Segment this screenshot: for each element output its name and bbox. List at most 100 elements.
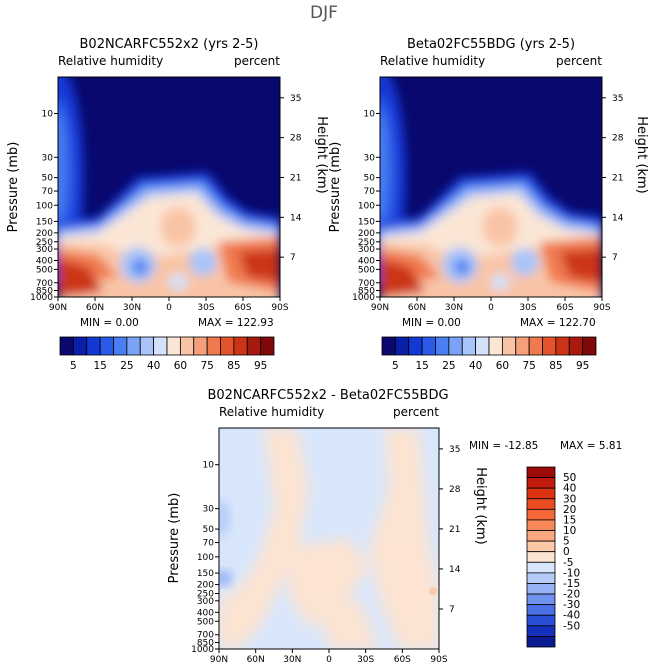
colorbar-swatch	[166, 336, 181, 356]
panel-b-max: MAX = 122.70	[520, 317, 596, 329]
x-tick-label: 30N	[445, 303, 463, 313]
colorbar-swatch	[526, 625, 556, 637]
panel-a: B02NCARFC552x2 (yrs 2-5) Relative humidi…	[6, 37, 329, 329]
colorbar-swatch	[59, 336, 74, 356]
colorbar-swatch	[501, 336, 517, 356]
colorbar-swatch	[408, 336, 423, 356]
panel-c: B02NCARFC552x2 - Beta02FC55BDG Relative …	[167, 388, 622, 665]
colorbar-swatch	[526, 540, 556, 553]
colorbar-swatch	[153, 336, 168, 356]
x-tick-label: 60N	[86, 303, 104, 313]
panel-a-title: B02NCARFC552x2 (yrs 2-5)	[80, 37, 259, 52]
y-tick-label: 500	[36, 265, 53, 275]
colorbar-swatch	[526, 477, 556, 489]
colorbar-swatch	[555, 336, 570, 356]
colorbar-swatch	[139, 336, 155, 356]
y-tick-label: 10	[203, 461, 215, 471]
x-tick-label: 60S	[556, 303, 573, 313]
y-tick-label: 100	[36, 201, 53, 211]
panel-c-subtitle-right: percent	[393, 405, 439, 419]
y-right-tick-label: 7	[612, 253, 618, 263]
y-tick-label: 700	[197, 631, 214, 641]
x-tick-label: 30N	[283, 655, 301, 665]
y-tick-label: 700	[36, 279, 53, 289]
x-tick-label: 90S	[593, 303, 610, 313]
x-tick-label: 0	[326, 655, 332, 665]
colorbar-swatch	[526, 530, 556, 542]
y-tick-label: 30	[364, 153, 376, 163]
y-tick-label: 400	[197, 608, 214, 618]
colorbar-label: -20	[563, 589, 580, 601]
colorbar-label: 15	[563, 514, 576, 526]
colorbar-label: 5	[70, 360, 77, 372]
colorbar-label: 15	[93, 360, 106, 372]
y-tick-label: 300	[358, 245, 375, 255]
figure-title: DJF	[310, 3, 338, 23]
y-tick-label: 50	[42, 174, 54, 184]
x-tick-label: 60S	[234, 303, 251, 313]
colorbar-label: -10	[563, 567, 580, 579]
panel-a-subtitle-left: Relative humidity	[58, 54, 163, 68]
y-right-tick-label: 35	[612, 94, 623, 104]
y-right-tick-label: 7	[449, 605, 455, 615]
x-tick-label: 90N	[371, 303, 389, 313]
panel-b-min: MIN = 0.00	[402, 317, 461, 329]
y-tick-label: 70	[203, 539, 215, 549]
colorbar-label: -5	[563, 557, 573, 569]
panel-b-ylabel: Pressure (mb)	[328, 142, 343, 233]
colorbar-swatch	[526, 636, 556, 648]
y-tick-label: 250	[358, 238, 375, 248]
colorbar-swatch	[526, 551, 556, 563]
y-right-tick-label: 28	[290, 134, 302, 144]
colorbar-label: 75	[522, 360, 535, 372]
colorbar-label: 85	[227, 360, 240, 372]
colorbar-label: -40	[563, 610, 580, 622]
colorbar-swatch	[179, 336, 195, 356]
colorbar-swatch	[526, 604, 556, 616]
y-right-tick-label: 28	[449, 485, 461, 495]
panel-a-max: MAX = 122.93	[198, 317, 274, 329]
colorbar-label: 40	[563, 483, 576, 495]
colorbar-swatch	[526, 561, 556, 574]
colorbar-label: 20	[563, 504, 576, 516]
y-tick-label: 200	[358, 229, 375, 239]
panel-c-subtitle-left: Relative humidity	[219, 405, 324, 419]
x-tick-label: 90S	[271, 303, 288, 313]
y-tick-label: 850	[197, 638, 214, 648]
y-right-tick-label: 21	[612, 173, 623, 183]
y-tick-label: 30	[42, 153, 54, 163]
x-tick-label: 90N	[49, 303, 67, 313]
x-tick-label: 60S	[394, 655, 411, 665]
colorbar-swatch	[113, 336, 128, 356]
panel-a-min: MIN = 0.00	[80, 317, 139, 329]
panel-b-title: Beta02FC55BDG (yrs 2-5)	[407, 37, 575, 52]
y-tick-label: 300	[197, 597, 214, 607]
y-tick-label: 70	[42, 187, 54, 197]
y-tick-label: 700	[358, 279, 375, 289]
y-tick-label: 500	[358, 265, 375, 275]
x-tick-label: 60N	[247, 655, 265, 665]
colorbar-label: 75	[200, 360, 213, 372]
y-right-tick-label: 14	[449, 565, 461, 575]
colorbar-label: 15	[415, 360, 428, 372]
colorbar-b: 5 15 25 40 60 75 85 95	[381, 336, 597, 372]
panel-b-ylabel-right: Height (km)	[634, 116, 648, 193]
colorbar-swatch	[72, 336, 88, 356]
y-tick-label: 10	[42, 110, 54, 120]
x-tick-label: 30N	[123, 303, 141, 313]
colorbar-label: 5	[563, 536, 570, 548]
colorbar-swatch	[435, 336, 450, 356]
y-tick-label: 10	[364, 110, 376, 120]
y-tick-label: 70	[364, 187, 376, 197]
y-right-tick-label: 28	[612, 134, 624, 144]
colorbar-label: 0	[563, 546, 570, 558]
colorbar-label: 40	[147, 360, 160, 372]
colorbar-swatch	[568, 336, 584, 356]
colorbar-swatch	[526, 466, 556, 478]
colorbar-swatch	[515, 336, 530, 356]
y-tick-label: 100	[197, 553, 214, 563]
colorbar-swatch	[526, 519, 556, 531]
panel-c-ylabel-right: Height (km)	[473, 467, 488, 544]
